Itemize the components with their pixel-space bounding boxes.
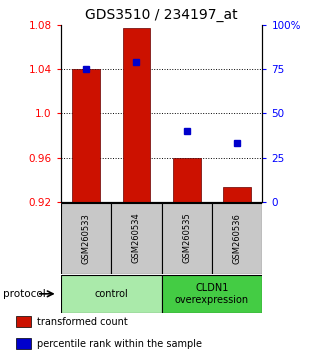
Bar	[173, 158, 201, 202]
Text: GSM260533: GSM260533	[82, 213, 91, 263]
Bar	[61, 275, 162, 313]
Text: GSM260535: GSM260535	[182, 213, 191, 263]
Text: GSM260536: GSM260536	[233, 213, 242, 263]
Bar	[162, 275, 262, 313]
Title: GDS3510 / 234197_at: GDS3510 / 234197_at	[85, 8, 238, 22]
Text: percentile rank within the sample: percentile rank within the sample	[37, 339, 202, 349]
Text: transformed count: transformed count	[37, 317, 128, 327]
Text: protocol: protocol	[3, 289, 46, 299]
Bar	[72, 69, 100, 202]
Bar	[16, 338, 31, 349]
Bar	[16, 316, 31, 327]
Text: CLDN1
overexpression: CLDN1 overexpression	[175, 283, 249, 305]
Bar	[123, 28, 150, 202]
Bar	[212, 202, 262, 274]
Bar	[162, 202, 212, 274]
Bar	[61, 202, 111, 274]
Text: control: control	[94, 289, 128, 299]
Bar	[111, 202, 162, 274]
Bar	[223, 187, 251, 202]
Text: GSM260534: GSM260534	[132, 213, 141, 263]
